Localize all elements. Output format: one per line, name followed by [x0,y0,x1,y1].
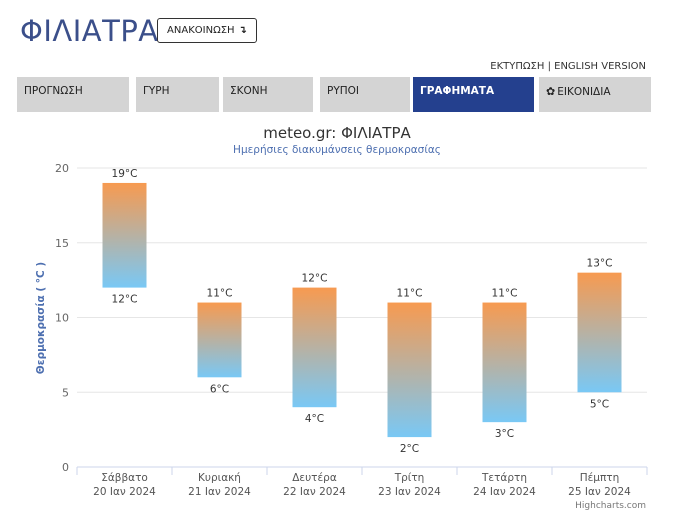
chart-title: meteo.gr: ΦΙΛΙΑΤΡΑ [263,124,411,142]
link-separator: | [547,61,551,72]
high-temp-label: 11°C [207,288,233,300]
temperature-range-bar [292,287,337,408]
x-tick-label-date: 20 Ιαν 2024 [93,486,156,498]
y-tick-label: 10 [55,312,69,325]
tab-label: ΓΡΑΦΗΜΑΤΑ [420,85,495,97]
top-links: ΕΚΤΥΠΩΣΗ | ENGLISH VERSION [490,61,646,72]
tab-label: ΣΚΟΝΗ [230,85,268,97]
y-tick-label: 5 [62,386,69,399]
tab-label: ΡΥΠΟΙ [327,85,360,97]
low-temp-label: 4°C [305,413,324,425]
grid-lines [77,167,647,468]
announcement-button[interactable]: ΑΝΑΚΟΙΝΩΣΗ ↴ [157,18,257,43]
high-temp-label: 11°C [492,288,518,300]
tab-dust[interactable]: ΣΚΟΝΗ [223,77,313,112]
high-temp-label: 12°C [302,273,328,285]
x-tick-label-day: Κυριακή [198,472,241,484]
low-temp-label: 5°C [590,398,609,410]
tab-label: ΠΡΟΓΝΩΣΗ [24,85,83,97]
x-tick-label-day: Τετάρτη [481,472,527,484]
chart-credits[interactable]: Highcharts.com [575,501,646,511]
chart-subtitle: Ημερήσιες διακυμάνσεις θερμοκρασίας [233,144,441,156]
y-tick-label: 15 [55,237,69,250]
print-link[interactable]: ΕΚΤΥΠΩΣΗ [490,61,545,72]
y-tick-label: 20 [55,162,69,175]
x-tick-label-day: Πέμπτη [580,472,620,484]
tab-icons[interactable]: ✿ ΕΙΚΟΝΙΔΙΑ [539,77,651,112]
x-tick-label-day: Δευτέρα [292,472,337,484]
low-temp-label: 2°C [400,443,419,455]
temperature-chart: meteo.gr: ΦΙΛΙΑΤΡΑ Ημερήσιες διακυμάνσει… [0,118,683,528]
y-axis-title: Θερμοκρασία ( °C ) [35,262,47,374]
high-temp-label: 19°C [112,168,138,180]
tab-label: ΕΙΚΟΝΙΔΙΑ [557,86,611,98]
x-tick-label-date: 24 Ιαν 2024 [473,486,536,498]
x-tick-label-date: 23 Ιαν 2024 [378,486,441,498]
x-tick-label-date: 21 Ιαν 2024 [188,486,251,498]
temperature-range-bar [197,302,242,378]
tab-charts[interactable]: ΓΡΑΦΗΜΑΤΑ [413,77,534,112]
high-temp-label: 13°C [587,258,613,270]
page-title: ΦΙΛΙΑΤΡΑ [20,14,159,48]
x-tick-label-date: 25 Ιαν 2024 [568,486,631,498]
tab-forecast[interactable]: ΠΡΟΓΝΩΣΗ [17,77,129,112]
y-axis: 0 5 10 15 20 [55,162,69,474]
high-temp-label: 11°C [397,288,423,300]
low-temp-label: 12°C [112,294,138,306]
x-tick-label-day: Σάββατο [101,472,148,484]
temperature-range-bar [482,302,527,423]
tab-pollutants[interactable]: ΡΥΠΟΙ [320,77,410,112]
low-temp-label: 6°C [210,383,229,395]
temperature-range-bar [102,182,147,288]
temperature-range-bar [577,272,622,393]
english-version-link[interactable]: ENGLISH VERSION [554,61,646,72]
y-tick-label: 0 [62,461,69,474]
tab-pollen[interactable]: ΓΥΡΗ [136,77,219,112]
low-temp-label: 3°C [495,428,514,440]
x-axis: Σάββατο 20 Ιαν 2024 Κυριακή 21 Ιαν 2024 Δευτ… [76,467,648,498]
bars: 19°C 12°C 11°C 6°C 12°C 4°C 11°C 2°C 11°C 3°C 13°C… [102,168,622,455]
arrow-down-icon: ↴ [238,25,247,36]
announcement-label: ΑΝΑΚΟΙΝΩΣΗ [167,25,235,36]
gear-icon: ✿ [546,85,556,98]
x-tick-label-date: 22 Ιαν 2024 [283,486,346,498]
tab-label: ΓΥΡΗ [143,85,170,97]
x-tick-label-day: Τρίτη [394,472,425,484]
temperature-range-bar [387,302,432,438]
chart-svg: meteo.gr: ΦΙΛΙΑΤΡΑ Ημερήσιες διακυμάνσει… [35,124,648,511]
